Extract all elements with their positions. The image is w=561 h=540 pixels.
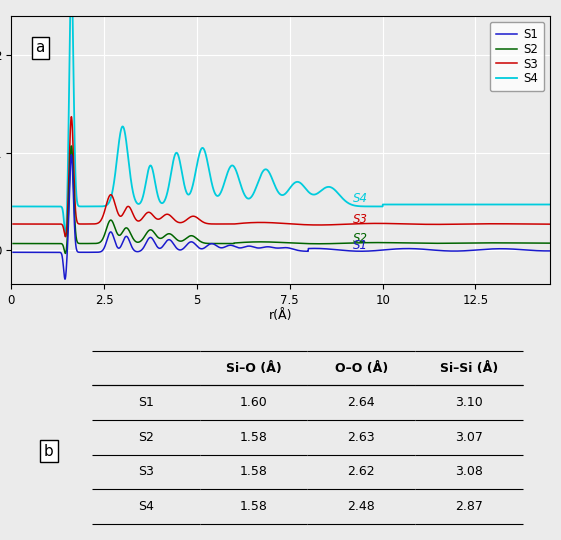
S4 bbox=[216, 192, 223, 198]
S1 bbox=[62, 276, 68, 282]
S1 bbox=[68, 152, 75, 158]
Text: a: a bbox=[35, 40, 45, 55]
S2 bbox=[546, 240, 553, 246]
S2 bbox=[479, 240, 485, 246]
S3 bbox=[216, 221, 223, 227]
Line: S1: S1 bbox=[13, 155, 550, 279]
S1 bbox=[103, 238, 110, 245]
S3 bbox=[103, 201, 110, 207]
S2 bbox=[62, 250, 69, 256]
S1 bbox=[546, 248, 553, 254]
S4 bbox=[10, 203, 16, 210]
S3 bbox=[62, 233, 69, 240]
S4 bbox=[546, 201, 553, 208]
S4 bbox=[479, 201, 485, 208]
S1 bbox=[239, 244, 246, 251]
S2 bbox=[10, 240, 16, 247]
Line: S2: S2 bbox=[13, 146, 550, 253]
S3 bbox=[546, 221, 553, 227]
Text: S4: S4 bbox=[353, 192, 368, 205]
S3 bbox=[536, 221, 543, 227]
S2 bbox=[103, 226, 110, 232]
S3 bbox=[68, 113, 75, 120]
S4 bbox=[536, 201, 543, 208]
S2 bbox=[68, 143, 75, 149]
S4 bbox=[103, 202, 110, 208]
S3 bbox=[239, 220, 246, 226]
Text: b: b bbox=[44, 443, 54, 458]
S1 bbox=[536, 247, 543, 254]
S2 bbox=[71, 213, 78, 219]
S2 bbox=[536, 240, 543, 246]
Legend: S1, S2, S3, S4: S1, S2, S3, S4 bbox=[490, 22, 544, 91]
S1 bbox=[216, 244, 223, 251]
Line: S4: S4 bbox=[13, 0, 550, 236]
S3 bbox=[71, 191, 78, 197]
S3 bbox=[479, 220, 485, 227]
Text: S2: S2 bbox=[353, 232, 368, 245]
Text: S3: S3 bbox=[353, 213, 368, 226]
S2 bbox=[216, 240, 223, 247]
S4 bbox=[239, 187, 246, 193]
S2 bbox=[239, 239, 246, 246]
S3 bbox=[10, 221, 16, 227]
S1 bbox=[10, 249, 16, 255]
Line: S3: S3 bbox=[13, 117, 550, 237]
Text: S1: S1 bbox=[353, 239, 368, 252]
S1 bbox=[71, 225, 78, 232]
X-axis label: r(Å): r(Å) bbox=[269, 308, 292, 322]
S4 bbox=[62, 233, 69, 239]
S4 bbox=[71, 138, 78, 145]
S1 bbox=[479, 246, 485, 253]
